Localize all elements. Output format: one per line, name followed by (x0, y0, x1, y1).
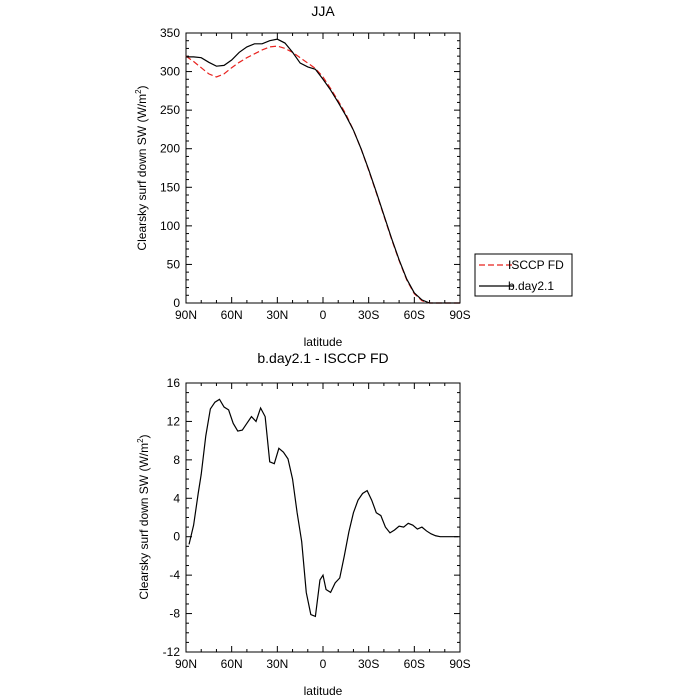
series-lines (188, 398, 459, 618)
chart-difference: b.day2.1 - ISCCP FD 90N 60N 30N 0 30S 60S 90S … (136, 350, 471, 698)
x-axis-label: latitude (304, 684, 343, 698)
x-tick-label: 30S (358, 308, 379, 322)
x-tick-label: 30S (358, 657, 379, 671)
series-line-isccp-fd (185, 45, 460, 304)
x-tick-label: 90S (449, 308, 470, 322)
y-axis-label: Clearsky surf down SW (W/m2) (136, 434, 151, 599)
x-tick-label: 30N (266, 308, 288, 322)
x-axis-label: latitude (304, 335, 343, 349)
y-tick-label: 0 (173, 530, 180, 544)
chart-title: b.day2.1 - ISCCP FD (257, 350, 388, 366)
x-tick-label: 30N (266, 657, 288, 671)
legend-label-b-day2-1: b.day2.1 (508, 279, 554, 293)
y-tick-label: 100 (160, 219, 180, 233)
y-tick-label: 350 (160, 26, 180, 40)
y-tick-label: -8 (169, 607, 180, 621)
y-axis-label: Clearsky surf down SW (W/m2) (134, 85, 149, 250)
legend: ISCCP FD b.day2.1 (474, 253, 573, 297)
chart-jja-clearsky-sw: JJA 90N 60N 30N 0 30S 60S 90S 0 50 100 150 200 250 3… (134, 3, 573, 349)
legend-label-isccp-fd: ISCCP FD (508, 258, 564, 272)
series-line-difference-0 (188, 398, 459, 618)
x-tick-label: 90S (449, 657, 470, 671)
x-tick-label: 0 (320, 308, 327, 322)
y-tick-label: 200 (160, 142, 180, 156)
x-tick-label: 60N (221, 308, 243, 322)
y-tick-label: -4 (169, 568, 180, 582)
series-line-b-day2-1 (186, 38, 460, 304)
x-tick-label: 60N (221, 657, 243, 671)
y-tick-label: 250 (160, 103, 180, 117)
x-tick-label: 0 (320, 657, 327, 671)
y-tick-label: 8 (173, 453, 180, 467)
plot-area (185, 382, 461, 653)
y-tick-label: 150 (160, 180, 180, 194)
plot-frame (185, 32, 461, 304)
y-tick-label: 12 (167, 414, 181, 428)
x-axis-ticks: 90N 60N 30N 0 30S 60S 90S (175, 383, 471, 671)
y-tick-label: 16 (167, 376, 181, 390)
x-tick-label: 60S (404, 308, 425, 322)
plot-frame (185, 382, 461, 653)
series-lines (185, 38, 460, 304)
y-tick-label: 4 (173, 491, 180, 505)
y-tick-label: -12 (163, 645, 181, 659)
x-tick-label: 90N (175, 657, 197, 671)
y-axis-ticks: -12 -8 -4 0 4 8 12 16 (163, 376, 460, 659)
legend-box (474, 253, 573, 297)
plot-area (185, 32, 461, 304)
y-tick-label: 300 (160, 65, 180, 79)
y-axis-ticks: 0 50 100 150 200 250 300 350 (160, 26, 460, 310)
chart-title: JJA (311, 3, 335, 19)
x-axis-ticks: 90N 60N 30N 0 30S 60S 90S (175, 33, 471, 322)
x-tick-label: 90N (175, 308, 197, 322)
y-tick-label: 50 (167, 257, 181, 271)
x-tick-label: 60S (404, 657, 425, 671)
y-tick-label: 0 (173, 296, 180, 310)
